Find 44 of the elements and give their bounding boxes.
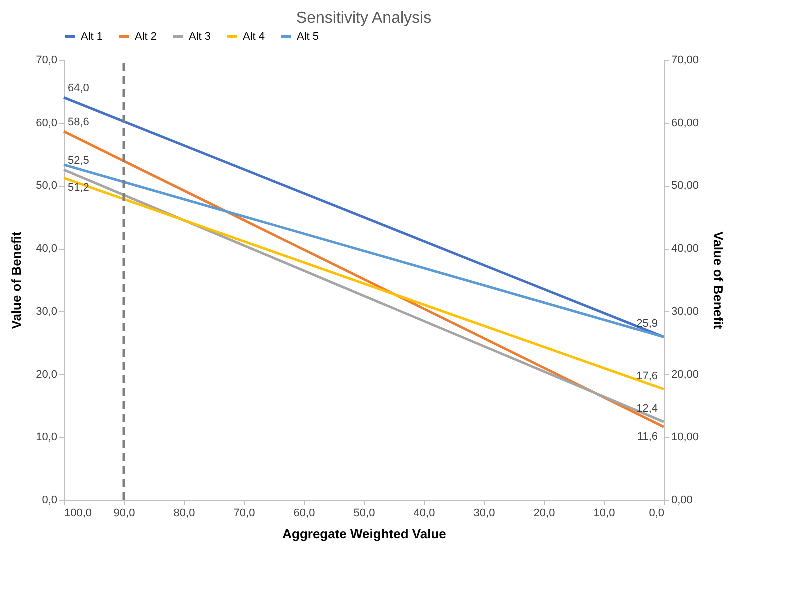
y-tick-label: 40,0	[36, 243, 58, 256]
y2-tick-label: 10,00	[672, 432, 700, 444]
y2-tick-label: 70,00	[672, 54, 700, 66]
y2-tick-label: 20,00	[672, 368, 700, 381]
x-tick-label: 10,0	[594, 508, 616, 520]
x-tick-label: 100,0	[64, 508, 92, 520]
legend-label: Alt 3	[189, 30, 212, 43]
data-label: 52,5	[68, 155, 90, 167]
data-label: 25,9	[636, 318, 658, 330]
legend-label: Alt 2	[135, 30, 158, 43]
y-tick-label: 60,0	[36, 117, 58, 130]
y2-tick-label: 0,00	[672, 494, 693, 506]
x-tick-label: 90,0	[114, 508, 136, 520]
data-label: 58,6	[68, 116, 90, 129]
y2-axis-title: Value of Benefit	[711, 232, 726, 330]
y2-tick-label: 50,00	[672, 180, 700, 192]
y-tick-label: 10,0	[36, 432, 58, 444]
y-tick-label: 30,0	[36, 306, 58, 318]
x-tick-label: 40,0	[414, 508, 436, 520]
y-tick-label: 20,0	[36, 368, 58, 381]
y-tick-label: 0,0	[42, 494, 58, 506]
x-tick-label: 20,0	[534, 508, 556, 520]
y-tick-label: 70,0	[36, 54, 58, 66]
legend-label: Alt 5	[297, 30, 320, 43]
x-tick-label: 70,0	[234, 508, 256, 520]
x-tick-label: 60,0	[294, 508, 316, 520]
legend-label: Alt 4	[243, 30, 266, 43]
y2-tick-label: 30,00	[672, 306, 700, 318]
data-label: 12,4	[636, 403, 658, 416]
data-label: 17,6	[636, 370, 658, 382]
x-tick-label: 30,0	[474, 508, 496, 520]
data-label: 64,0	[68, 82, 90, 95]
y2-tick-label: 40,00	[672, 243, 700, 256]
y2-tick-label: 60,00	[672, 117, 700, 130]
legend-label: Alt 1	[81, 30, 104, 43]
data-label: 51,2	[68, 182, 90, 194]
chart-title: Sensitivity Analysis	[296, 10, 432, 27]
x-tick-label: 80,0	[174, 508, 196, 520]
x-tick-label: 50,0	[354, 508, 376, 520]
data-label: 11,6	[637, 431, 658, 444]
x-tick-label: 0,0	[649, 508, 664, 520]
y-tick-label: 50,0	[36, 180, 58, 192]
x-axis-title: Aggregate Weighted Value	[282, 526, 446, 542]
y-axis-title: Value of Benefit	[9, 231, 24, 330]
